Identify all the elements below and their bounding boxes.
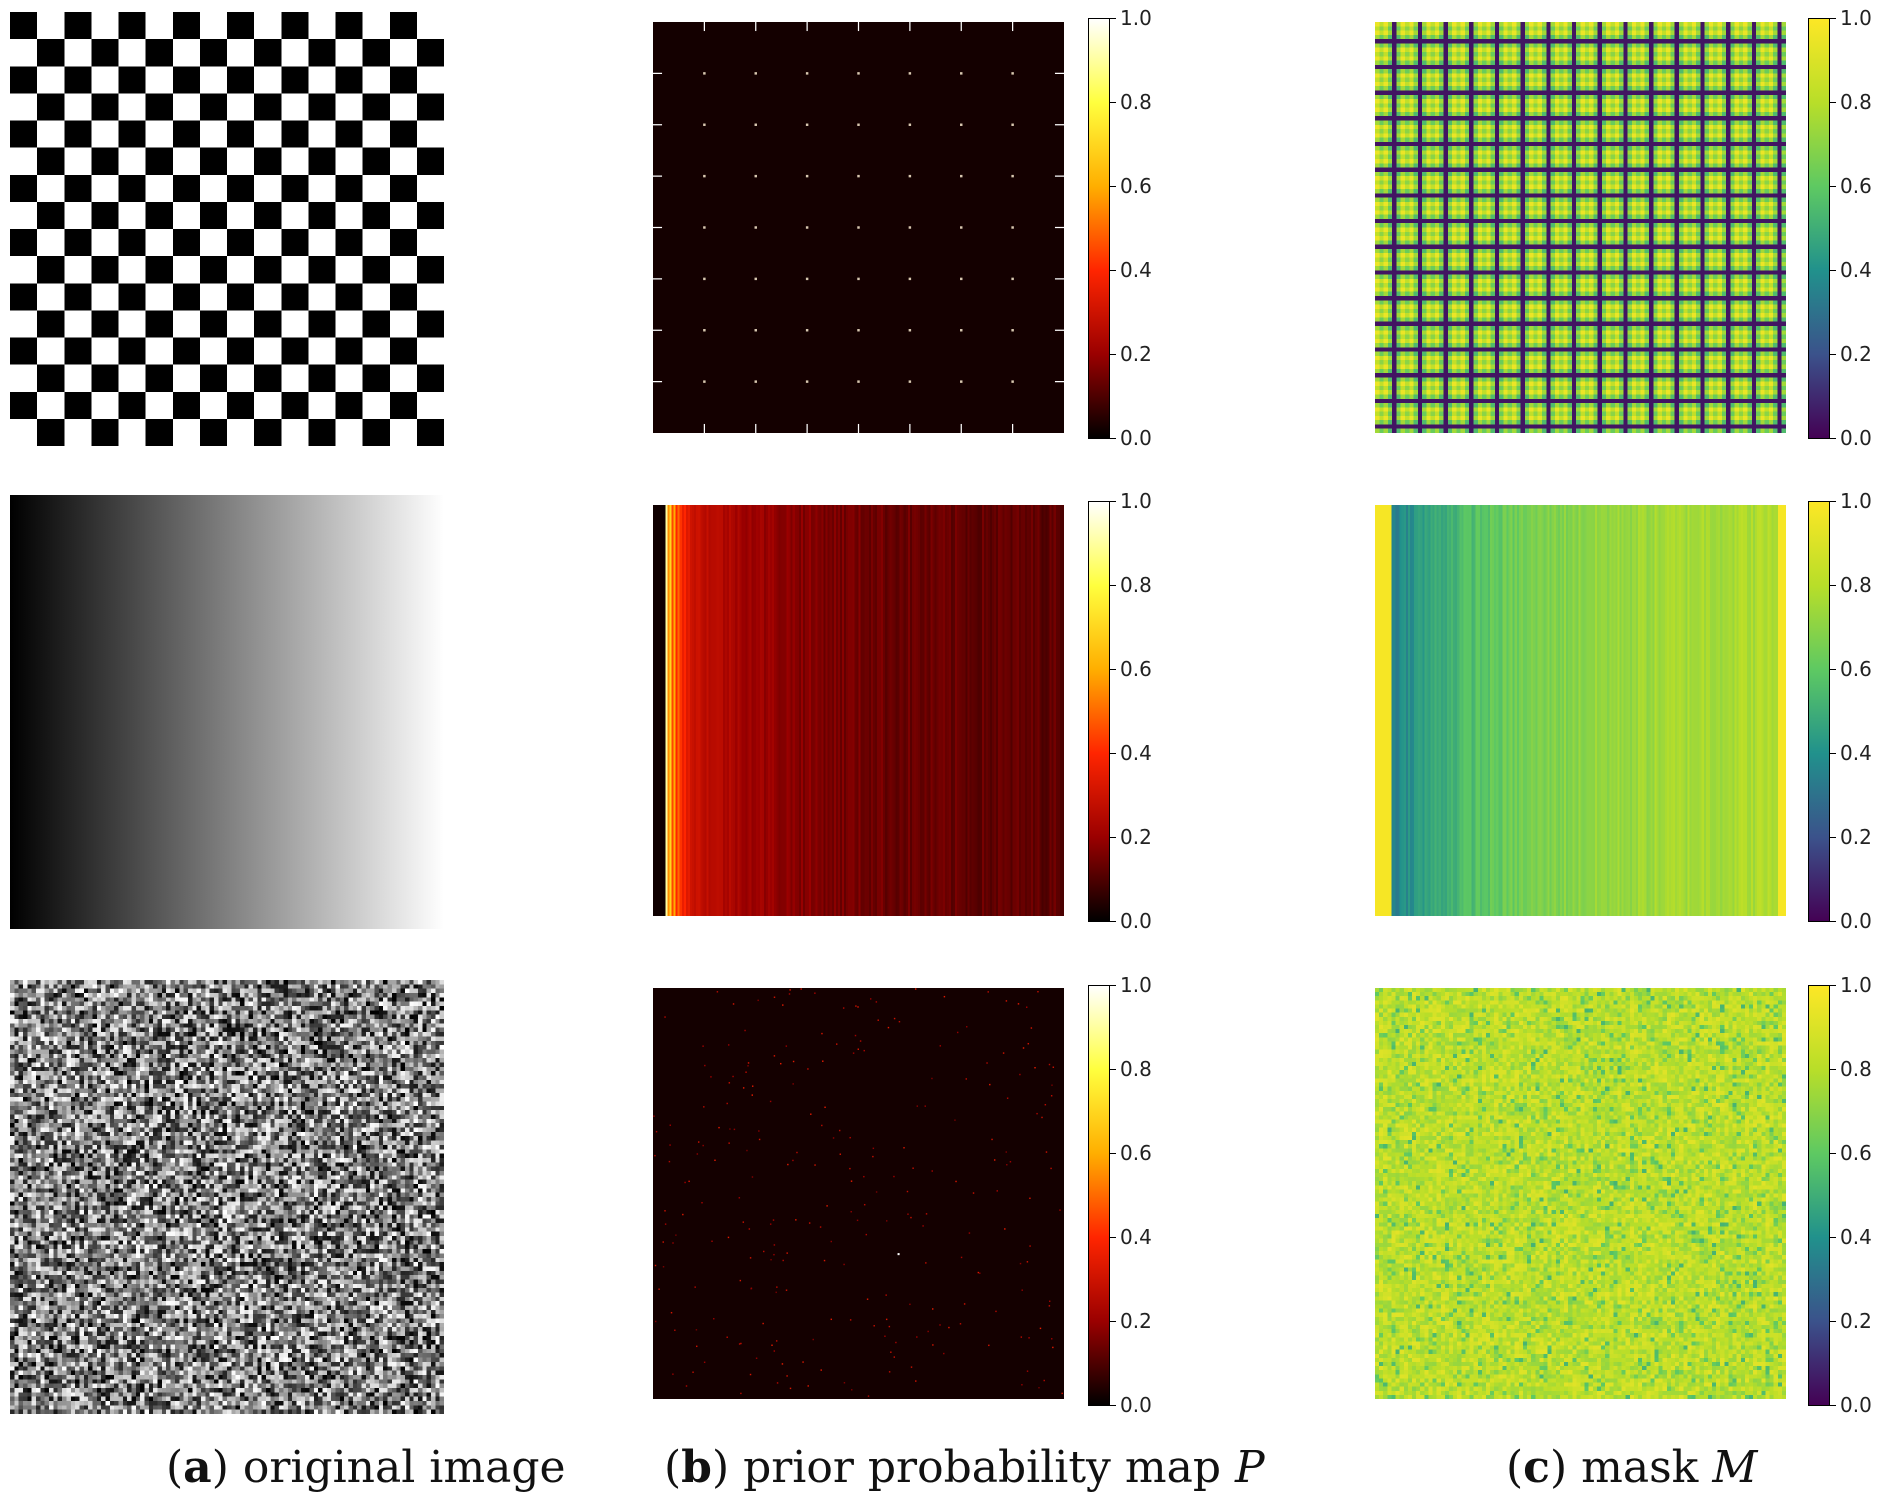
prior-map-gradient — [653, 505, 1064, 916]
colorbar-tick-label: 0.0 — [1840, 1395, 1872, 1415]
colorbar-tick-label: 0.4 — [1840, 743, 1872, 763]
colorbar-mask-2: 1.0 0.8 0.6 0.4 0.2 0.0 — [1808, 491, 1872, 931]
noise-image — [10, 980, 444, 1414]
colorbar-tick-label: 1.0 — [1120, 975, 1152, 995]
colorbar-tick-label: 0.2 — [1120, 1311, 1152, 1331]
caption-a: (a) original image — [166, 1443, 566, 1493]
colorbar-mask-1: 1.0 0.8 0.6 0.4 0.2 0.0 — [1808, 8, 1872, 448]
colorbar-tick-label: 1.0 — [1840, 491, 1872, 511]
colorbar-tick-label: 1.0 — [1120, 8, 1152, 28]
caption-b-letter: b — [681, 1442, 712, 1493]
gradient-image — [10, 495, 444, 929]
caption-a-text: original image — [243, 1442, 566, 1493]
colorbar-mask-3: 1.0 0.8 0.6 0.4 0.2 0.0 — [1808, 975, 1872, 1415]
prior-map-checkerboard — [653, 22, 1064, 433]
colorbar-prior-3: 1.0 0.8 0.6 0.4 0.2 0.0 — [1088, 975, 1152, 1415]
colorbar-tick-label: 0.2 — [1840, 1311, 1872, 1331]
mask-noise — [1375, 988, 1786, 1399]
caption-b-symbol: P — [1235, 1442, 1265, 1493]
caption-a-letter: a — [183, 1442, 212, 1493]
caption-b-text: prior probability map — [743, 1442, 1221, 1493]
caption-c-letter: c — [1523, 1442, 1550, 1493]
colorbar-tick-label: 0.6 — [1840, 1143, 1872, 1163]
colorbar-tick-label: 0.4 — [1840, 1227, 1872, 1247]
mask-checkerboard — [1375, 22, 1786, 433]
colorbar-tick-label: 0.6 — [1840, 176, 1872, 196]
colorbar-tick-label: 0.8 — [1120, 575, 1152, 595]
colorbar-tick-label: 0.6 — [1840, 659, 1872, 679]
colorbar-tick-label: 0.4 — [1120, 1227, 1152, 1247]
colorbar-tick-label: 0.8 — [1840, 575, 1872, 595]
colorbar-tick-label: 0.4 — [1840, 260, 1872, 280]
caption-c-text: mask — [1581, 1442, 1698, 1493]
colorbar-prior-2: 1.0 0.8 0.6 0.4 0.2 0.0 — [1088, 491, 1152, 931]
prior-map-noise — [653, 988, 1064, 1399]
colorbar-tick-label: 0.6 — [1120, 659, 1152, 679]
colorbar-prior-1: 1.0 0.8 0.6 0.4 0.2 0.0 — [1088, 8, 1152, 448]
colorbar-tick-label: 0.0 — [1120, 1395, 1152, 1415]
colorbar-tick-label: 0.6 — [1120, 1143, 1152, 1163]
colorbar-tick-label: 1.0 — [1840, 8, 1872, 28]
colorbar-tick-label: 0.8 — [1120, 92, 1152, 112]
caption-b: (b) prior probability map P — [664, 1443, 1265, 1493]
colorbar-tick-label: 0.0 — [1840, 428, 1872, 448]
colorbar-tick-label: 0.0 — [1120, 911, 1152, 931]
mask-gradient — [1375, 505, 1786, 916]
colorbar-tick-label: 0.4 — [1120, 260, 1152, 280]
colorbar-tick-label: 0.8 — [1840, 1059, 1872, 1079]
caption-c: (c) mask M — [1506, 1443, 1757, 1493]
colorbar-tick-label: 0.0 — [1840, 911, 1872, 931]
checkerboard-image — [10, 12, 444, 446]
colorbar-tick-label: 0.0 — [1120, 428, 1152, 448]
colorbar-tick-label: 0.2 — [1840, 827, 1872, 847]
colorbar-tick-label: 0.6 — [1120, 176, 1152, 196]
colorbar-tick-label: 1.0 — [1120, 491, 1152, 511]
colorbar-tick-label: 1.0 — [1840, 975, 1872, 995]
colorbar-tick-label: 0.8 — [1120, 1059, 1152, 1079]
colorbar-tick-label: 0.2 — [1840, 344, 1872, 364]
caption-c-symbol: M — [1712, 1442, 1757, 1493]
colorbar-tick-label: 0.2 — [1120, 344, 1152, 364]
colorbar-tick-label: 0.4 — [1120, 743, 1152, 763]
colorbar-tick-label: 0.2 — [1120, 827, 1152, 847]
colorbar-tick-label: 0.8 — [1840, 92, 1872, 112]
